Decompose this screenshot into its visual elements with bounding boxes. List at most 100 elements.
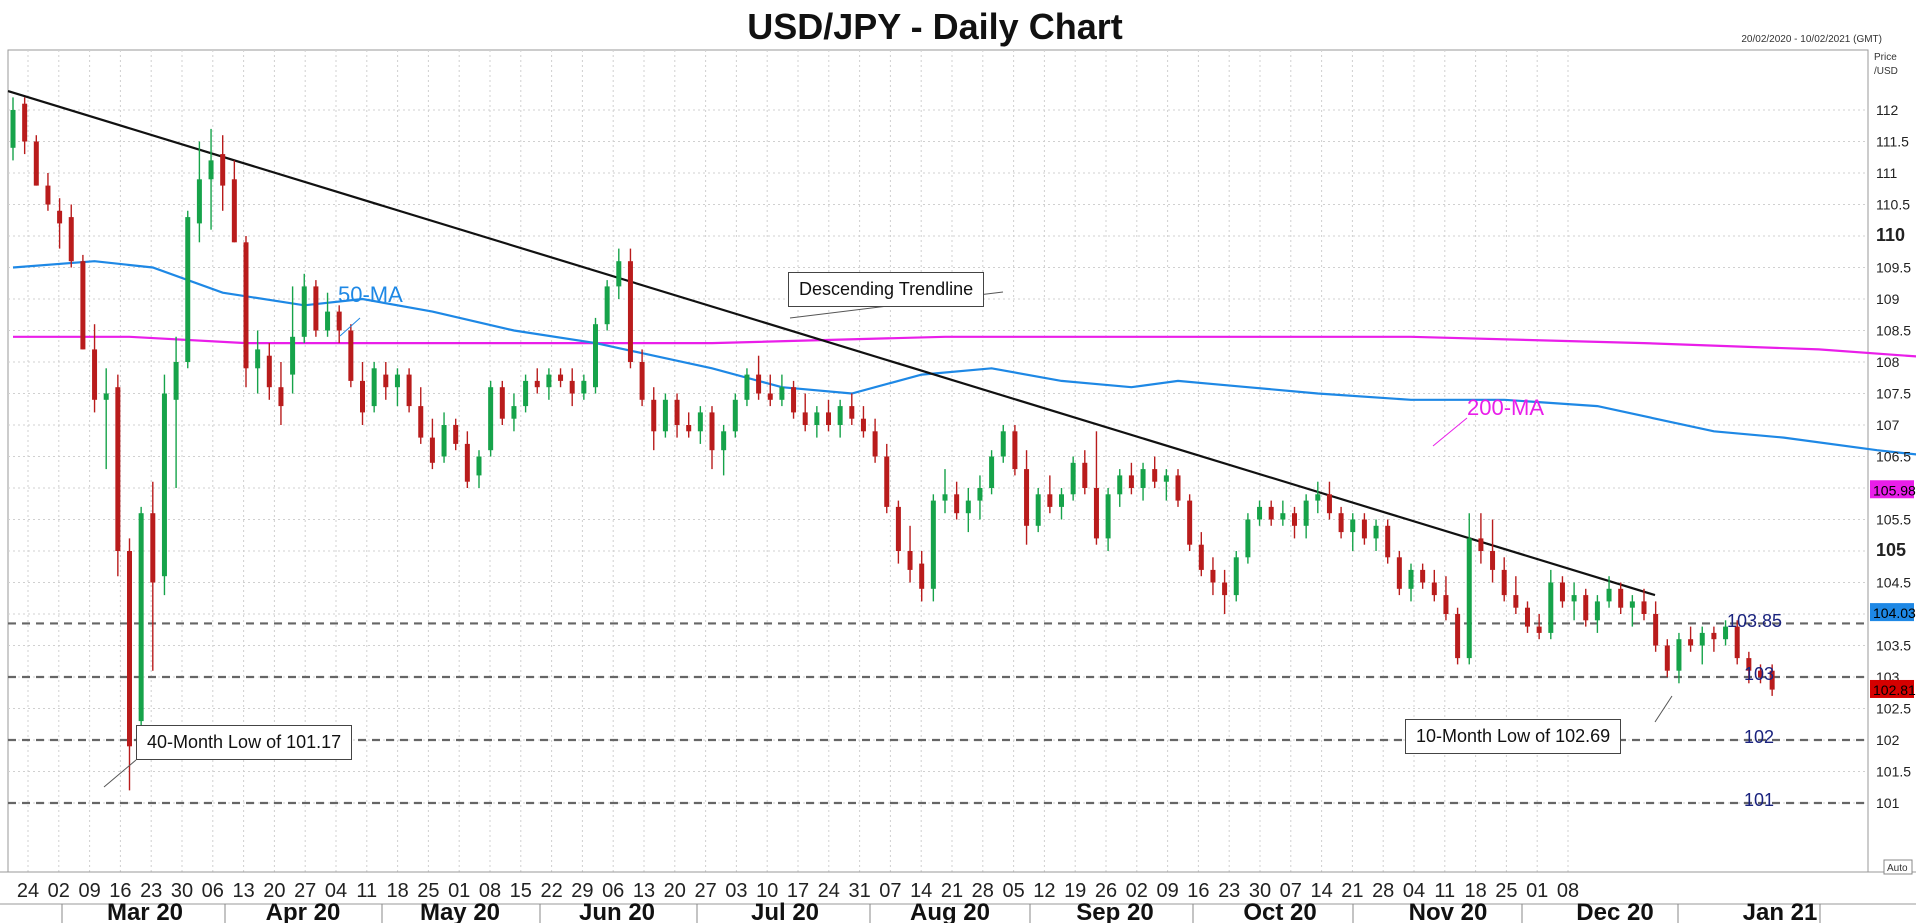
price-tag-label: 105.98 bbox=[1873, 482, 1916, 498]
x-tick-label: 26 bbox=[1095, 880, 1117, 902]
level-lines bbox=[8, 622, 1868, 805]
low10-annotation: 10-Month Low of 102.69 bbox=[1405, 719, 1622, 754]
auto-label: Auto bbox=[1887, 863, 1908, 874]
candles bbox=[10, 97, 1775, 791]
candle-body bbox=[418, 406, 424, 438]
x-tick-label: 25 bbox=[417, 880, 439, 902]
x-month-label: Aug 20 bbox=[910, 899, 990, 923]
candle-body bbox=[1187, 500, 1193, 545]
x-tick-label: 18 bbox=[1464, 880, 1486, 902]
candle-body bbox=[744, 374, 750, 400]
candle-body bbox=[1420, 569, 1426, 583]
candle-body bbox=[581, 380, 587, 394]
candle-body bbox=[860, 418, 866, 432]
candle-body bbox=[313, 286, 319, 331]
x-month-label: Sep 20 bbox=[1076, 899, 1153, 923]
candle-body bbox=[1373, 525, 1379, 539]
y-tick-label: 112 bbox=[1876, 102, 1899, 118]
candle-body bbox=[884, 456, 890, 507]
ma200-callout-leader bbox=[1432, 417, 1468, 447]
candle-body bbox=[674, 399, 680, 425]
candle-body bbox=[371, 368, 377, 407]
level-label-103: 103 bbox=[1744, 664, 1775, 684]
candle-body bbox=[161, 393, 167, 577]
y-tick-label: 109 bbox=[1876, 291, 1900, 307]
x-tick-label: 12 bbox=[1033, 880, 1055, 902]
axes: 112 111.5 111 110.5 110 109.5 109 108.5 108 107.5… bbox=[0, 52, 1916, 923]
candle-body bbox=[441, 425, 447, 457]
x-tick-label: 28 bbox=[972, 880, 994, 902]
candle-body bbox=[1152, 469, 1158, 482]
candle-body bbox=[1490, 551, 1496, 570]
candle-body bbox=[173, 362, 179, 400]
candle-body bbox=[919, 563, 925, 589]
candle-body bbox=[1059, 494, 1064, 507]
candle-body bbox=[1117, 475, 1123, 495]
candle-body bbox=[1594, 601, 1600, 621]
x-month-label: Nov 20 bbox=[1409, 899, 1488, 923]
candle-body bbox=[68, 217, 74, 262]
x-tick-label: 05 bbox=[1002, 880, 1024, 902]
candle-body bbox=[1699, 632, 1705, 646]
y-tick-label: 107 bbox=[1876, 417, 1900, 433]
x-tick-label: 01 bbox=[1526, 880, 1548, 902]
low40-annotation: 40-Month Low of 101.17 bbox=[136, 725, 353, 760]
candle-body bbox=[1559, 582, 1565, 602]
candle-body bbox=[732, 399, 738, 432]
ma50-line bbox=[12, 260, 1916, 456]
price-tag bbox=[1870, 603, 1914, 622]
candle-body bbox=[290, 336, 296, 375]
y-tick-label: 102.5 bbox=[1876, 701, 1911, 717]
candle-body bbox=[651, 399, 657, 432]
y-tick-label: 111 bbox=[1876, 165, 1897, 181]
y-tick-label: 102 bbox=[1876, 732, 1900, 748]
y-tick-label: 105 bbox=[1876, 540, 1906, 560]
x-tick-label: 19 bbox=[1064, 880, 1086, 902]
ma50-callout-leader bbox=[339, 317, 361, 337]
ma200-line bbox=[13, 335, 1916, 358]
candle-body bbox=[546, 374, 552, 388]
candle-body bbox=[1024, 469, 1030, 526]
candle-body bbox=[1350, 519, 1356, 533]
price-tag-label: 104.03 bbox=[1873, 605, 1916, 621]
y-tick-label: 106.5 bbox=[1876, 449, 1911, 465]
y-tick-label: 108.5 bbox=[1876, 323, 1911, 339]
candle-body bbox=[348, 330, 354, 381]
candle-body bbox=[1222, 582, 1228, 596]
candle-body bbox=[1000, 431, 1006, 457]
y-tick-label: 104.5 bbox=[1876, 575, 1911, 591]
candle-body bbox=[196, 179, 202, 224]
candle-body bbox=[1315, 494, 1321, 501]
y-tick-label: 101.5 bbox=[1876, 764, 1911, 780]
candle-body bbox=[1653, 614, 1659, 646]
y-tick-label: 111.5 bbox=[1876, 134, 1909, 150]
candle-body bbox=[127, 551, 132, 747]
candle-body bbox=[627, 261, 633, 362]
candle-body bbox=[604, 286, 610, 325]
candle-body bbox=[394, 374, 400, 388]
candle-body bbox=[756, 374, 762, 394]
candle-body bbox=[301, 286, 307, 337]
candle-body bbox=[1257, 506, 1263, 520]
candle-body bbox=[686, 425, 692, 432]
candle-body bbox=[1326, 494, 1332, 514]
candle-body bbox=[1606, 588, 1612, 602]
candle-body bbox=[721, 431, 727, 451]
x-tick-label: 27 bbox=[694, 880, 716, 902]
candle-body bbox=[1734, 626, 1740, 659]
trendline-layer bbox=[7, 90, 1656, 597]
candle-body bbox=[989, 456, 995, 488]
candle-body bbox=[779, 387, 785, 400]
candle-body bbox=[1571, 595, 1577, 602]
candle-body bbox=[266, 355, 272, 388]
candle-body bbox=[1641, 601, 1647, 614]
candle-body bbox=[849, 406, 855, 419]
ma200-label: 200-MA bbox=[1467, 395, 1545, 420]
trendline-annotation: Descending Trendline bbox=[788, 272, 985, 307]
candle-body bbox=[523, 380, 529, 407]
low10-callout-leader bbox=[1654, 695, 1673, 723]
candle-body bbox=[1431, 582, 1437, 596]
date-range-label: 20/02/2020 - 10/02/2021 (GMT) bbox=[1741, 34, 1882, 45]
x-tick-label: 17 bbox=[787, 880, 809, 902]
x-tick-label: 08 bbox=[1557, 880, 1579, 902]
